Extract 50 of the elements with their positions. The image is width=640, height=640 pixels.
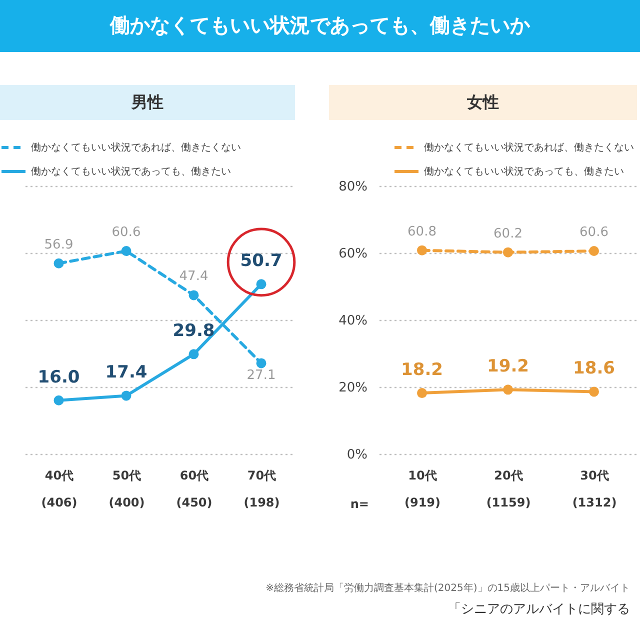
- point: [256, 358, 266, 368]
- y-tick-label: 60%: [338, 246, 368, 262]
- x-tick-label: 40代 (406): [41, 468, 78, 510]
- annotation: 50.7: [240, 251, 282, 272]
- point: [417, 245, 427, 256]
- text: n=: [350, 497, 369, 511]
- y-tick-label: 40%: [338, 314, 368, 328]
- point: [256, 279, 266, 290]
- chart-title: 男性: [130, 92, 164, 112]
- y-tick-label: 0%: [346, 448, 368, 462]
- point: [54, 258, 64, 268]
- point: [503, 247, 513, 258]
- chart-title: 女性: [466, 92, 499, 112]
- data-label: 17.4: [105, 362, 148, 383]
- point: [54, 395, 64, 406]
- data-label: 47.4: [179, 269, 208, 284]
- y-tick-label: 20%: [338, 380, 368, 396]
- data-label: 60.6: [112, 224, 141, 240]
- data-label: 18.2: [401, 360, 443, 380]
- data-label: 60.8: [408, 224, 436, 240]
- point: [589, 246, 599, 256]
- data-label: 29.8: [172, 321, 215, 342]
- data-label: 60.2: [494, 226, 522, 242]
- legend-label: 働かなくてもいい状況であれば、働きたくない: [31, 142, 241, 154]
- x-tick-label: 10代 (919): [404, 468, 441, 510]
- point: [188, 290, 199, 300]
- data-label: 27.1: [246, 368, 276, 384]
- legend-label: 働かなくてもいい状況であれば、働きたくない: [424, 142, 634, 154]
- text: 働かなくてもいい状況であっても、働きたいか: [109, 13, 531, 37]
- point: [188, 349, 199, 360]
- point: [121, 246, 132, 256]
- x-tick-label: 20代 (1159): [486, 468, 531, 510]
- point: [121, 390, 132, 401]
- x-tick-label: 70代 (198): [244, 468, 280, 510]
- data-label: 19.2: [487, 356, 529, 377]
- point: [417, 388, 427, 398]
- data-label: 16.0: [38, 367, 80, 388]
- point: [503, 384, 513, 395]
- x-tick-label: 50代 (400): [108, 468, 145, 510]
- data-label: 56.9: [44, 237, 74, 252]
- legend-label: 働かなくてもいい状況であっても、働きたい: [31, 166, 231, 178]
- text: 「シニアのアルバイトに関する: [448, 602, 630, 617]
- legend-label: 働かなくてもいい状況であっても、働きたい: [424, 166, 624, 178]
- y-tick-label: 80%: [338, 180, 368, 194]
- point: [589, 386, 599, 397]
- text: ※総務省統計局「労働力調査基本集計(2025年)」の15歳以上パート・アルバイト: [266, 582, 630, 594]
- data-label: 18.6: [573, 358, 615, 379]
- x-tick-label: 30代 (1312): [572, 468, 617, 510]
- x-tick-label: 60代 (450): [176, 468, 212, 510]
- data-label: 60.6: [580, 224, 608, 240]
